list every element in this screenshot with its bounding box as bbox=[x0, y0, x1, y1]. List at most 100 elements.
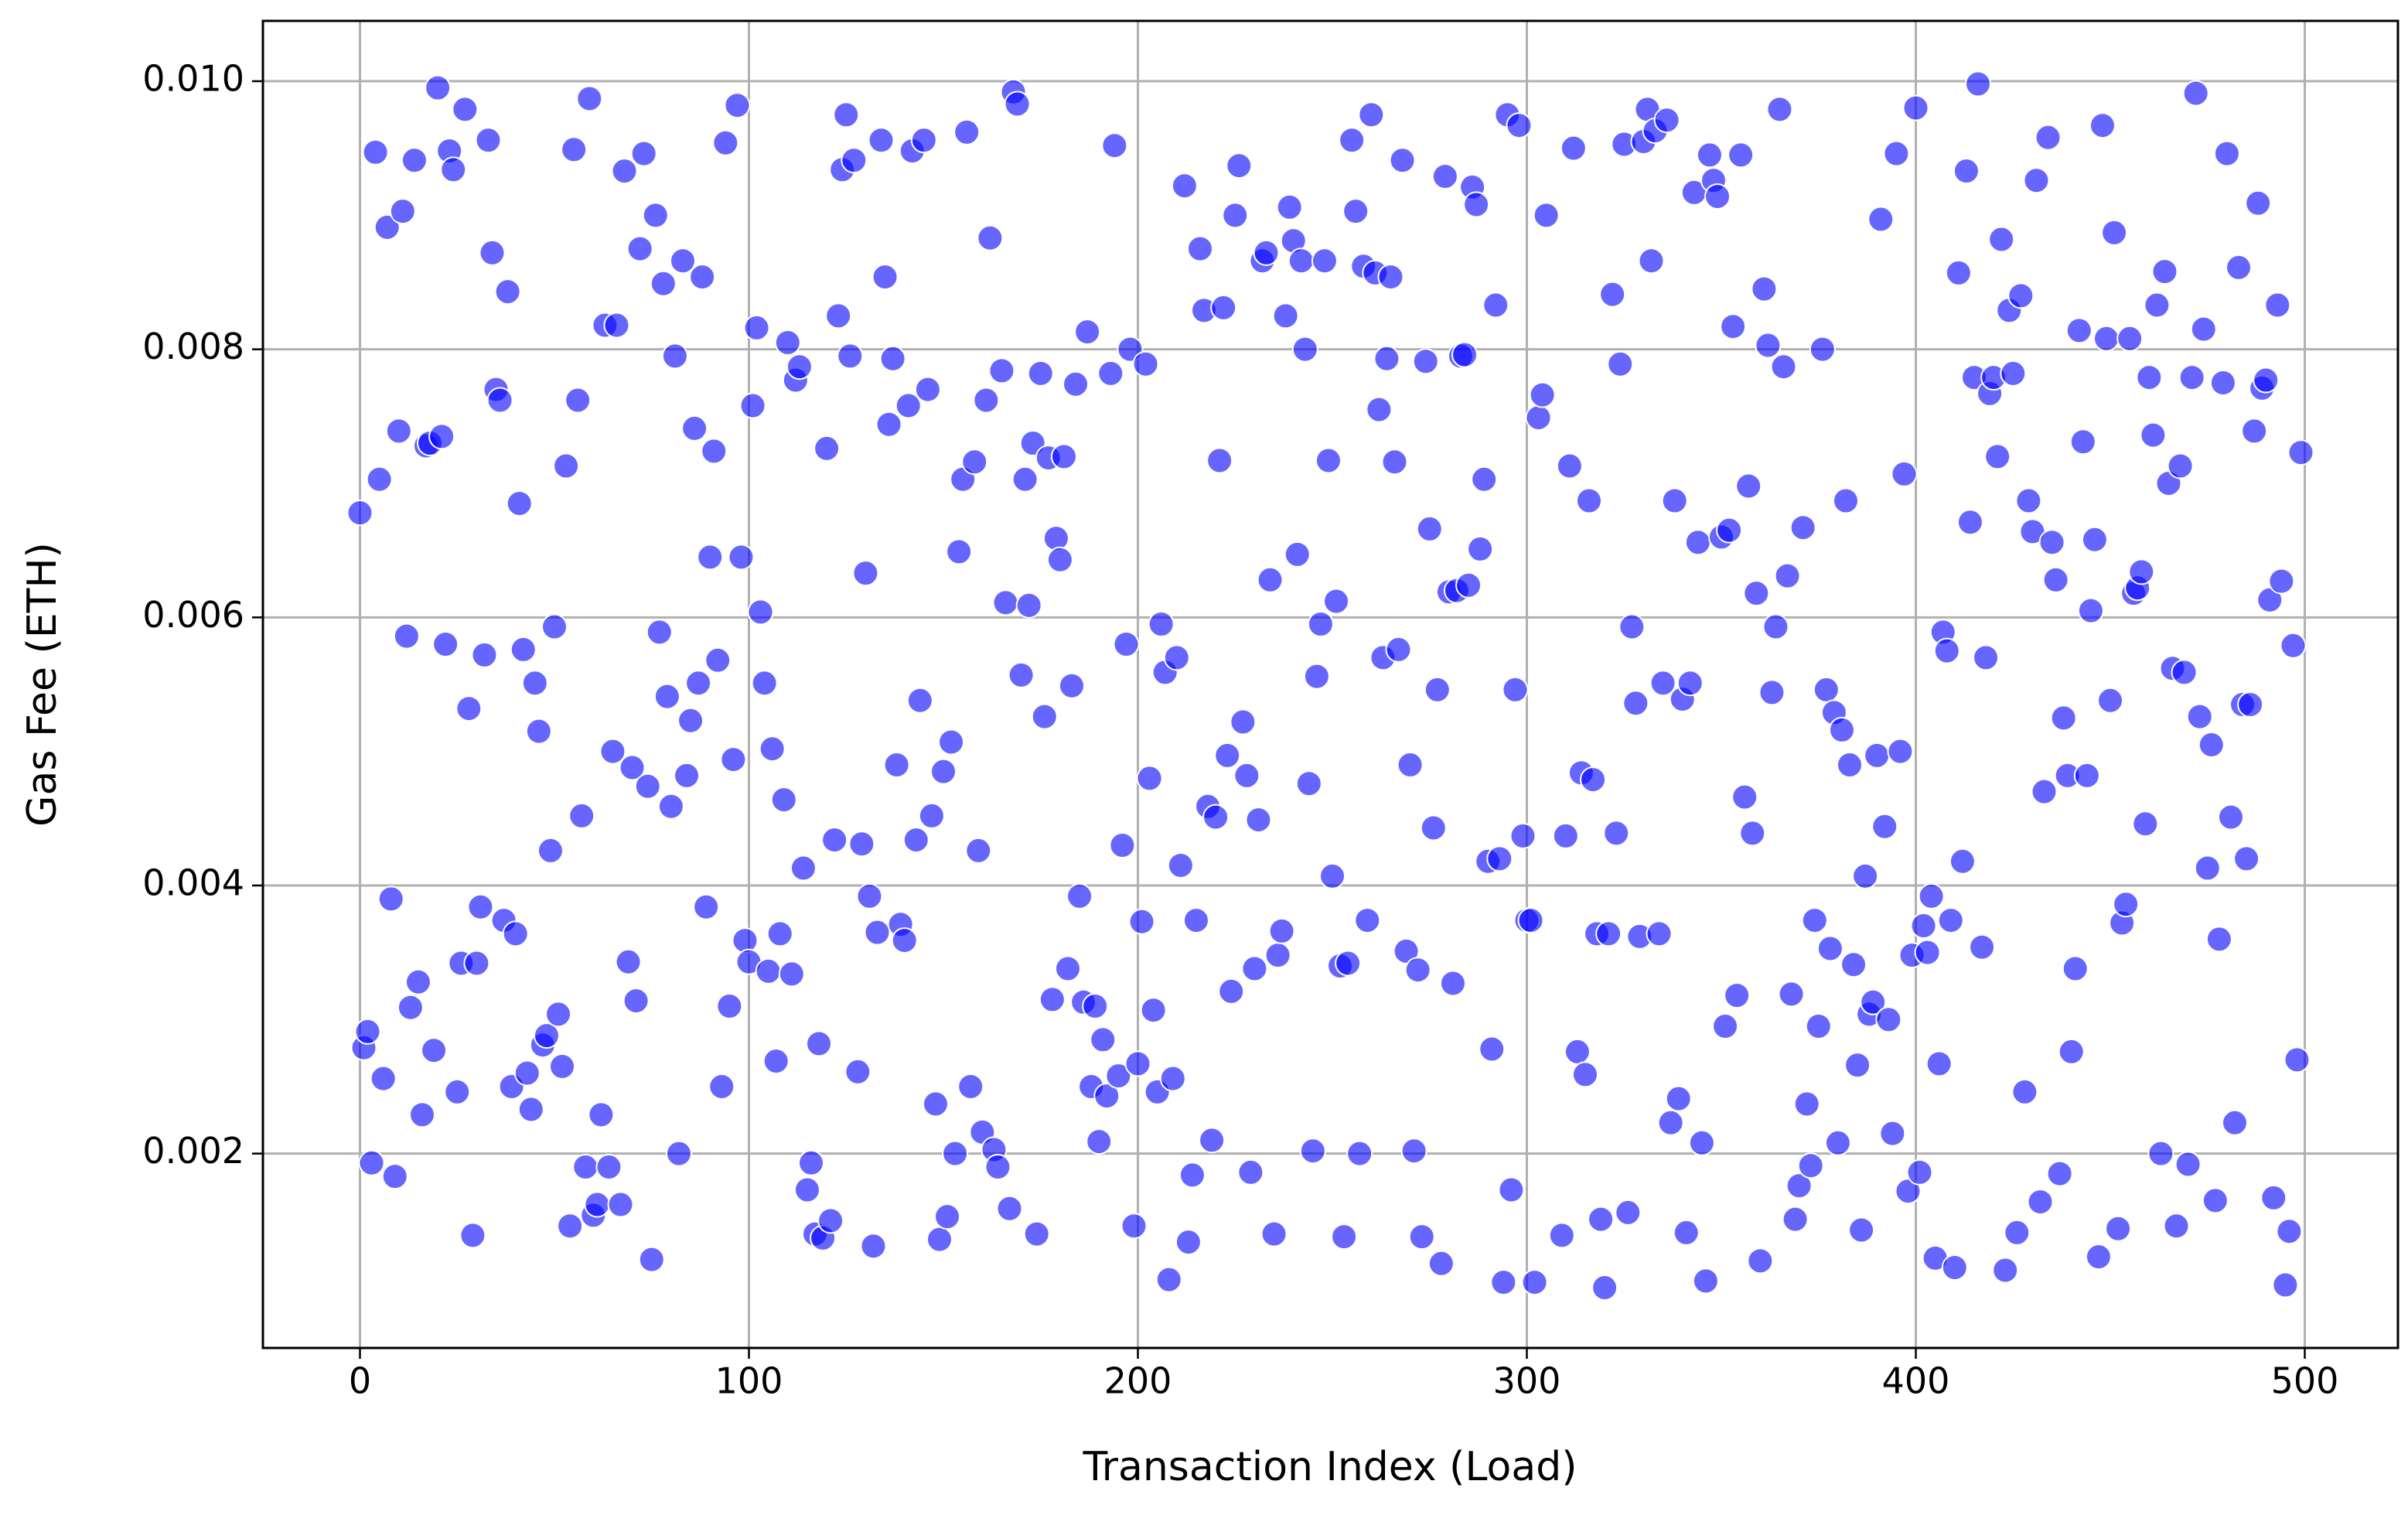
scatter-point bbox=[1747, 1247, 1774, 1274]
scatter-point bbox=[471, 641, 498, 668]
scatter-point bbox=[1988, 226, 2015, 253]
x-tick-label: 200 bbox=[1104, 1360, 1172, 1402]
scatter-point bbox=[2221, 1109, 2248, 1136]
scatter-point bbox=[879, 345, 906, 372]
scatter-point bbox=[926, 1226, 953, 1253]
scatter-point bbox=[2237, 691, 2264, 718]
scatter-point bbox=[1969, 933, 1996, 961]
scatter-point bbox=[2272, 1271, 2299, 1298]
scatter-point bbox=[813, 435, 841, 462]
scatter-point bbox=[1284, 541, 1311, 568]
scatter-point bbox=[1148, 611, 1175, 637]
scatter-point bbox=[440, 156, 467, 183]
scatter-point bbox=[1241, 955, 1268, 982]
x-tick-label: 300 bbox=[1493, 1360, 1561, 1402]
scatter-point bbox=[584, 1191, 611, 1218]
scatter-point bbox=[1622, 690, 1649, 717]
scatter-point bbox=[2132, 810, 2159, 838]
scatter-point bbox=[1728, 142, 1755, 169]
x-axis-label: Transaction Index (Load) bbox=[1082, 1444, 1577, 1490]
scatter-point bbox=[421, 1037, 448, 1064]
scatter-point bbox=[1657, 1109, 1684, 1136]
scatter-point bbox=[1233, 762, 1260, 789]
scatter-point bbox=[1782, 1206, 1809, 1233]
scatter-point bbox=[1914, 939, 1941, 966]
scatter-point bbox=[557, 1213, 584, 1240]
scatter-point bbox=[467, 893, 494, 920]
scatter-point bbox=[1214, 742, 1241, 769]
scatter-point bbox=[1953, 158, 1980, 185]
scatter-point bbox=[1008, 661, 1035, 688]
scatter-point bbox=[1486, 845, 1513, 872]
scatter-point bbox=[1984, 443, 2011, 470]
x-tick-label: 100 bbox=[715, 1360, 783, 1402]
scatter-point bbox=[1046, 546, 1073, 573]
scatter-point bbox=[961, 449, 988, 476]
scatter-point bbox=[1910, 913, 1937, 939]
scatter-point bbox=[689, 264, 716, 291]
scatter-point bbox=[1066, 882, 1093, 909]
scatter-point bbox=[674, 762, 701, 789]
scatter-point bbox=[677, 707, 704, 734]
scatter-point bbox=[553, 452, 580, 479]
scatter-point bbox=[549, 1053, 576, 1080]
scatter-point bbox=[630, 140, 657, 167]
scatter-point bbox=[525, 718, 552, 745]
scatter-point bbox=[1871, 813, 1898, 840]
scatter-point bbox=[1397, 752, 1424, 778]
scatter-point bbox=[1455, 572, 1482, 599]
y-tick-label: 0.010 bbox=[142, 58, 244, 100]
scatter-point bbox=[1564, 1038, 1591, 1065]
scatter-point bbox=[358, 1149, 385, 1176]
scatter-point bbox=[1933, 637, 1960, 664]
scatter-point bbox=[2182, 80, 2209, 107]
scatter-point bbox=[2011, 1078, 2038, 1105]
scatter-point bbox=[428, 423, 455, 450]
scatter-point bbox=[1758, 679, 1786, 706]
scatter-point bbox=[1331, 1223, 1358, 1251]
scatter-point bbox=[1136, 765, 1163, 792]
scatter-point bbox=[1956, 509, 1983, 536]
scatter-point bbox=[1427, 1250, 1455, 1277]
scatter-point bbox=[362, 138, 389, 165]
scatter-point bbox=[2163, 1213, 2190, 1240]
scatter-point bbox=[766, 920, 793, 947]
scatter-point bbox=[743, 314, 770, 341]
scatter-point bbox=[871, 264, 899, 291]
scatter-point bbox=[1342, 198, 1369, 225]
scatter-point bbox=[1451, 341, 1479, 368]
scatter-point bbox=[1716, 517, 1743, 544]
scatter-point bbox=[2205, 926, 2232, 953]
scatter-point bbox=[1743, 580, 1770, 607]
scatter-point bbox=[938, 728, 965, 756]
scatter-point bbox=[942, 1140, 969, 1167]
scatter-point bbox=[1291, 336, 1318, 363]
scatter-point bbox=[1949, 848, 1976, 875]
scatter-point bbox=[1479, 1036, 1506, 1063]
scatter-point bbox=[2280, 632, 2307, 659]
scatter-point bbox=[537, 837, 564, 864]
scatter-point bbox=[984, 1154, 1011, 1180]
scatter-point bbox=[521, 670, 548, 697]
scatter-point bbox=[1245, 807, 1272, 834]
scatter-point bbox=[1062, 370, 1090, 398]
scatter-point bbox=[1860, 988, 1887, 1015]
scatter-point bbox=[2140, 421, 2167, 449]
y-tick-label: 0.002 bbox=[142, 1130, 244, 1172]
scatter-point bbox=[1120, 1213, 1148, 1240]
scatter-point bbox=[774, 329, 801, 356]
scatter-point bbox=[2077, 597, 2104, 624]
scatter-point bbox=[712, 129, 739, 156]
scatter-point bbox=[1319, 862, 1346, 889]
scatter-point bbox=[1182, 907, 1209, 934]
scatter-point bbox=[619, 754, 646, 781]
scatter-point bbox=[891, 927, 918, 954]
scatter-point bbox=[1128, 908, 1155, 935]
scatter-point bbox=[1653, 107, 1680, 134]
scatter-point bbox=[1556, 452, 1583, 479]
scatter-point bbox=[1202, 804, 1230, 831]
scatter-point bbox=[1941, 1254, 1968, 1281]
scatter-point bbox=[354, 1018, 381, 1045]
